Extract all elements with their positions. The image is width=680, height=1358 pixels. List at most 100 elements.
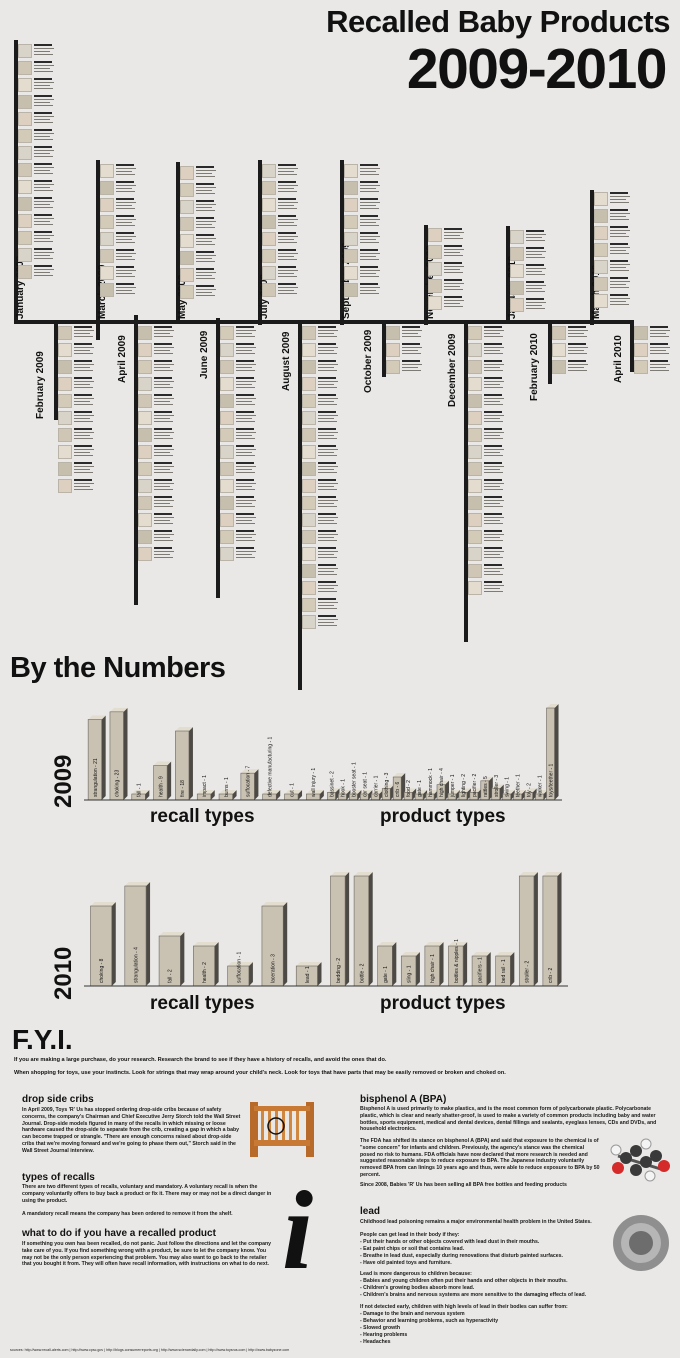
bar-label: strangulation - 4 (133, 947, 139, 983)
bar-label: booster seat - 1 (351, 762, 357, 797)
timeline-recall-entry (468, 564, 504, 578)
timeline-recall-entry (18, 231, 54, 245)
bar-label: bedding - 2 (336, 958, 342, 983)
product-thumbnail (58, 360, 72, 374)
timeline-recall-entry (302, 360, 338, 374)
bar-label: crib - 6 (395, 782, 401, 798)
product-thumbnail (138, 326, 152, 340)
product-thumbnail (552, 326, 566, 340)
product-thumbnail (594, 192, 608, 206)
product-thumbnail (220, 411, 234, 425)
bar (338, 790, 351, 801)
bar-label: bottles & nipples - 1 (454, 939, 460, 983)
timeline-recall-entry (100, 249, 136, 263)
timeline-recall-entry (302, 428, 338, 442)
product-thumbnail (18, 231, 32, 245)
product-thumbnail (468, 547, 482, 561)
timeline-column (138, 326, 174, 564)
bar (400, 952, 420, 987)
bar-label: sling - 1 (407, 965, 413, 983)
product-thumbnail (18, 78, 32, 92)
bar-label: burns - 1 (224, 777, 230, 797)
timeline-spine-13 (506, 226, 510, 324)
product-thumbnail (510, 264, 524, 278)
timeline-recall-entry (138, 394, 174, 408)
product-thumbnail (138, 462, 152, 476)
bar-label: gate - 1 (383, 966, 389, 983)
timeline-recall-entry (302, 462, 338, 476)
timeline-recall-entry (510, 281, 546, 295)
product-thumbnail (302, 462, 316, 476)
timeline-column (428, 228, 464, 313)
bar-label: impact - 1 (202, 775, 208, 797)
product-thumbnail (262, 283, 276, 297)
product-thumbnail (58, 326, 72, 340)
product-thumbnail (302, 598, 316, 612)
timeline-recall-entry (468, 462, 504, 476)
bar-label: fire - 18 (180, 780, 186, 797)
bar (124, 882, 151, 987)
what-to-do-text: If something you own has been recalled, … (22, 1241, 272, 1268)
timeline-spine-7 (258, 160, 262, 325)
product-thumbnail (138, 513, 152, 527)
timeline-recall-entry (552, 360, 588, 374)
product-thumbnail (180, 251, 194, 265)
timeline-recall-entry (18, 180, 54, 194)
product-thumbnail (58, 479, 72, 493)
timeline-recall-entry (344, 266, 380, 280)
bar-label: bassinet - 2 (329, 771, 335, 797)
timeline-recall-entry (138, 530, 174, 544)
timeline-recall-entry (468, 343, 504, 357)
lead-list2-item: - Babies and young children often put th… (360, 1278, 568, 1284)
product-thumbnail (18, 112, 32, 126)
month-label-feb-2010: February 2010 (529, 333, 540, 401)
product-thumbnail (302, 513, 316, 527)
product-thumbnail (18, 265, 32, 279)
timeline-recall-entry (58, 411, 94, 425)
timeline-recall-entry (58, 343, 94, 357)
product-thumbnail (220, 462, 234, 476)
product-thumbnail (262, 232, 276, 246)
timeline-recall-entry (302, 530, 338, 544)
bar-label: rattles - 5 (483, 776, 489, 797)
timeline-column (468, 326, 504, 598)
product-thumbnail (220, 360, 234, 374)
timeline-spine-10 (382, 322, 386, 377)
timeline-recall-entry (138, 462, 174, 476)
bar (403, 788, 417, 801)
bar (90, 902, 116, 987)
timeline-recall-entry (302, 343, 338, 357)
bar (448, 942, 468, 987)
product-thumbnail (262, 164, 276, 178)
timeline-recall-entry (468, 547, 504, 561)
lead-list1-title: People can get lead in their body if the… (360, 1232, 460, 1238)
timeline-column (634, 326, 670, 377)
timeline-recall-entry (386, 326, 422, 340)
timeline-recall-entry (302, 513, 338, 527)
product-thumbnail (58, 394, 72, 408)
timeline-spine-1 (14, 40, 18, 320)
product-thumbnail (468, 394, 482, 408)
product-thumbnail (220, 513, 234, 527)
bar-label: fall - 2 (168, 969, 174, 983)
group-label-2009-recall: recall types (150, 806, 255, 827)
timeline-recall-entry (344, 181, 380, 195)
timeline-column (510, 230, 546, 315)
timeline-column (386, 326, 422, 377)
product-thumbnail (468, 479, 482, 493)
product-thumbnail (594, 226, 608, 240)
product-thumbnail (58, 343, 72, 357)
timeline-recall-entry (220, 479, 256, 493)
product-thumbnail (262, 249, 276, 263)
product-thumbnail (18, 197, 32, 211)
timeline-recall-entry (594, 277, 630, 291)
timeline-recall-entry (180, 200, 216, 214)
bar-label: health - 9 (158, 776, 164, 797)
bar-label: suffocation - 1 (236, 951, 242, 983)
product-thumbnail (220, 445, 234, 459)
product-thumbnail (302, 326, 316, 340)
recall-types-text: There are two different types of recalls… (22, 1184, 272, 1204)
product-thumbnail (138, 343, 152, 357)
month-label-feb-2009: February 2009 (35, 351, 46, 419)
product-thumbnail (220, 428, 234, 442)
